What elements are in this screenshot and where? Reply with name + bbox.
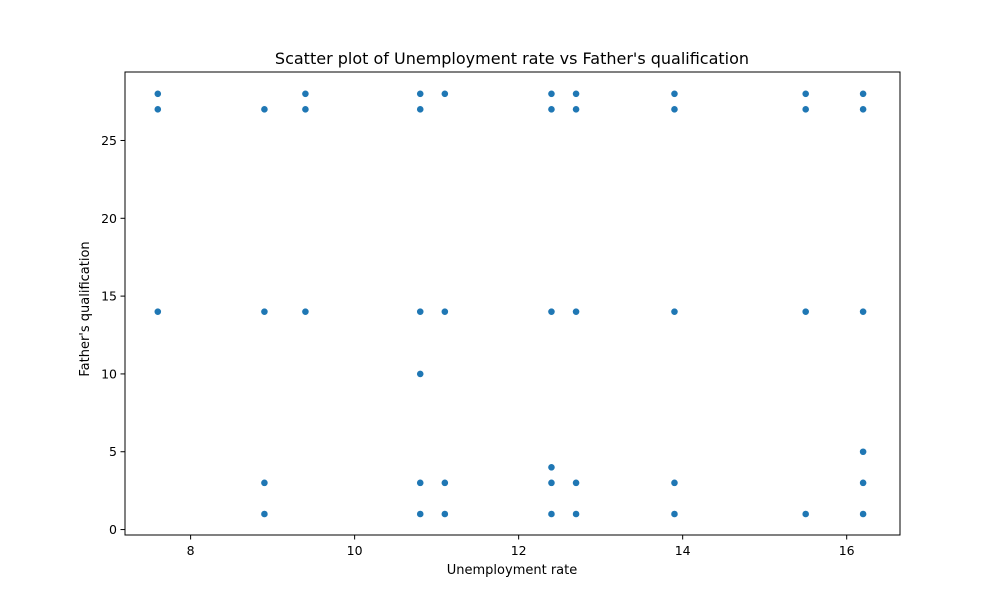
data-point — [440, 307, 449, 316]
data-point — [153, 89, 162, 98]
data-point — [859, 89, 867, 98]
data-point — [301, 307, 310, 316]
x-tick-label: 10 — [347, 543, 363, 558]
data-point — [547, 463, 556, 472]
data-point — [416, 307, 425, 316]
plot-area-frame — [124, 71, 901, 536]
points-layer — [153, 89, 867, 518]
x-tick-label: 8 — [187, 543, 195, 558]
data-point — [547, 89, 556, 98]
data-point — [416, 478, 425, 487]
data-point — [572, 105, 580, 114]
data-point — [153, 307, 162, 316]
x-axis-ticks: 8 10 12 14 16 — [187, 535, 855, 558]
y-tick-label: 20 — [101, 211, 117, 226]
data-point — [440, 89, 449, 98]
data-point — [801, 105, 810, 114]
x-tick-label: 14 — [675, 543, 691, 558]
data-point — [572, 89, 580, 98]
data-point — [670, 307, 679, 316]
data-point — [260, 105, 269, 114]
data-point — [416, 510, 425, 518]
data-point — [859, 307, 867, 316]
data-point — [440, 478, 449, 487]
y-tick-label: 0 — [109, 522, 117, 537]
data-point — [153, 105, 162, 114]
y-axis-label: Father's qualification — [78, 241, 93, 376]
chart-title: Scatter plot of Unemployment rate vs Fat… — [275, 49, 749, 68]
data-point — [416, 370, 425, 378]
data-point — [670, 105, 679, 114]
data-point — [547, 307, 556, 316]
y-tick-label: 25 — [101, 133, 117, 148]
data-point — [572, 307, 580, 316]
x-tick-label: 16 — [839, 543, 855, 558]
data-point — [416, 105, 425, 114]
data-point — [859, 447, 867, 456]
data-point — [859, 478, 867, 487]
data-point — [260, 510, 269, 518]
data-point — [670, 510, 679, 518]
data-point — [801, 307, 810, 316]
data-point — [670, 89, 679, 98]
data-point — [670, 478, 679, 487]
x-axis-label: Unemployment rate — [447, 563, 577, 578]
data-point — [801, 89, 810, 98]
data-point — [572, 510, 580, 518]
y-tick-label: 10 — [101, 366, 117, 381]
data-point — [547, 105, 556, 114]
data-point — [547, 510, 556, 518]
data-point — [801, 510, 810, 518]
x-tick-label: 12 — [511, 543, 527, 558]
data-point — [260, 478, 269, 487]
data-point — [301, 89, 310, 98]
data-point — [440, 510, 449, 518]
data-point — [416, 89, 425, 98]
y-axis-ticks: 0 5 10 15 20 25 — [101, 133, 125, 537]
data-point — [260, 307, 269, 316]
data-point — [572, 478, 580, 487]
data-point — [859, 105, 867, 114]
y-tick-label: 5 — [109, 444, 117, 459]
y-tick-label: 15 — [101, 289, 117, 304]
data-point — [859, 510, 867, 518]
data-point — [547, 478, 556, 487]
data-point — [301, 105, 310, 114]
